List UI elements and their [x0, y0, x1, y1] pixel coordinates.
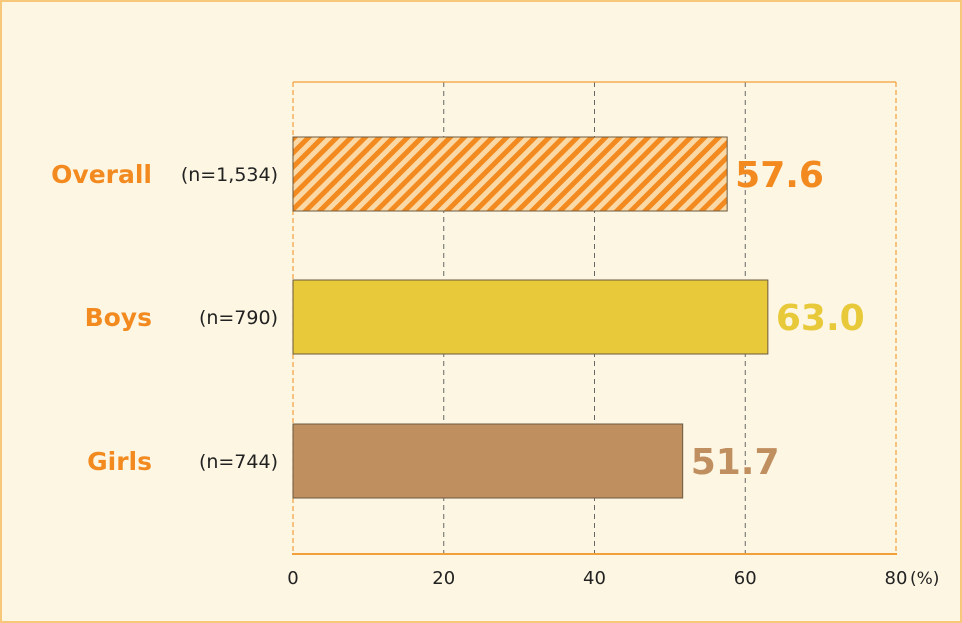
x-axis: 0 20 40 60 80 (%) [287, 553, 939, 589]
tick-label-80: 80 [885, 568, 908, 589]
value-label-boys: 63.0 [776, 298, 865, 339]
axis-unit-label: (%) [910, 569, 939, 589]
bar-girls [292, 423, 684, 499]
bar-overall [292, 136, 728, 212]
sample-size-label-boys: (n=790) [199, 307, 278, 329]
labels: Overall (n=1,534) 57.6 Boys (n=790) 63.0 Girls… [51, 155, 865, 483]
tick-label-0: 0 [287, 568, 298, 589]
category-label-girls: Girls [87, 447, 152, 476]
value-label-girls: 51.7 [691, 442, 780, 483]
tick-label-20: 20 [432, 568, 455, 589]
sample-size-label-overall: (n=1,534) [181, 164, 278, 186]
value-label-overall: 57.6 [735, 155, 824, 196]
category-label-overall: Overall [51, 160, 152, 189]
bar-boys [292, 279, 769, 355]
tick-label-40: 40 [583, 568, 606, 589]
category-label-boys: Boys [85, 303, 152, 332]
bars [292, 136, 769, 499]
sample-size-label-girls: (n=744) [199, 451, 278, 473]
tick-label-60: 60 [734, 568, 757, 589]
